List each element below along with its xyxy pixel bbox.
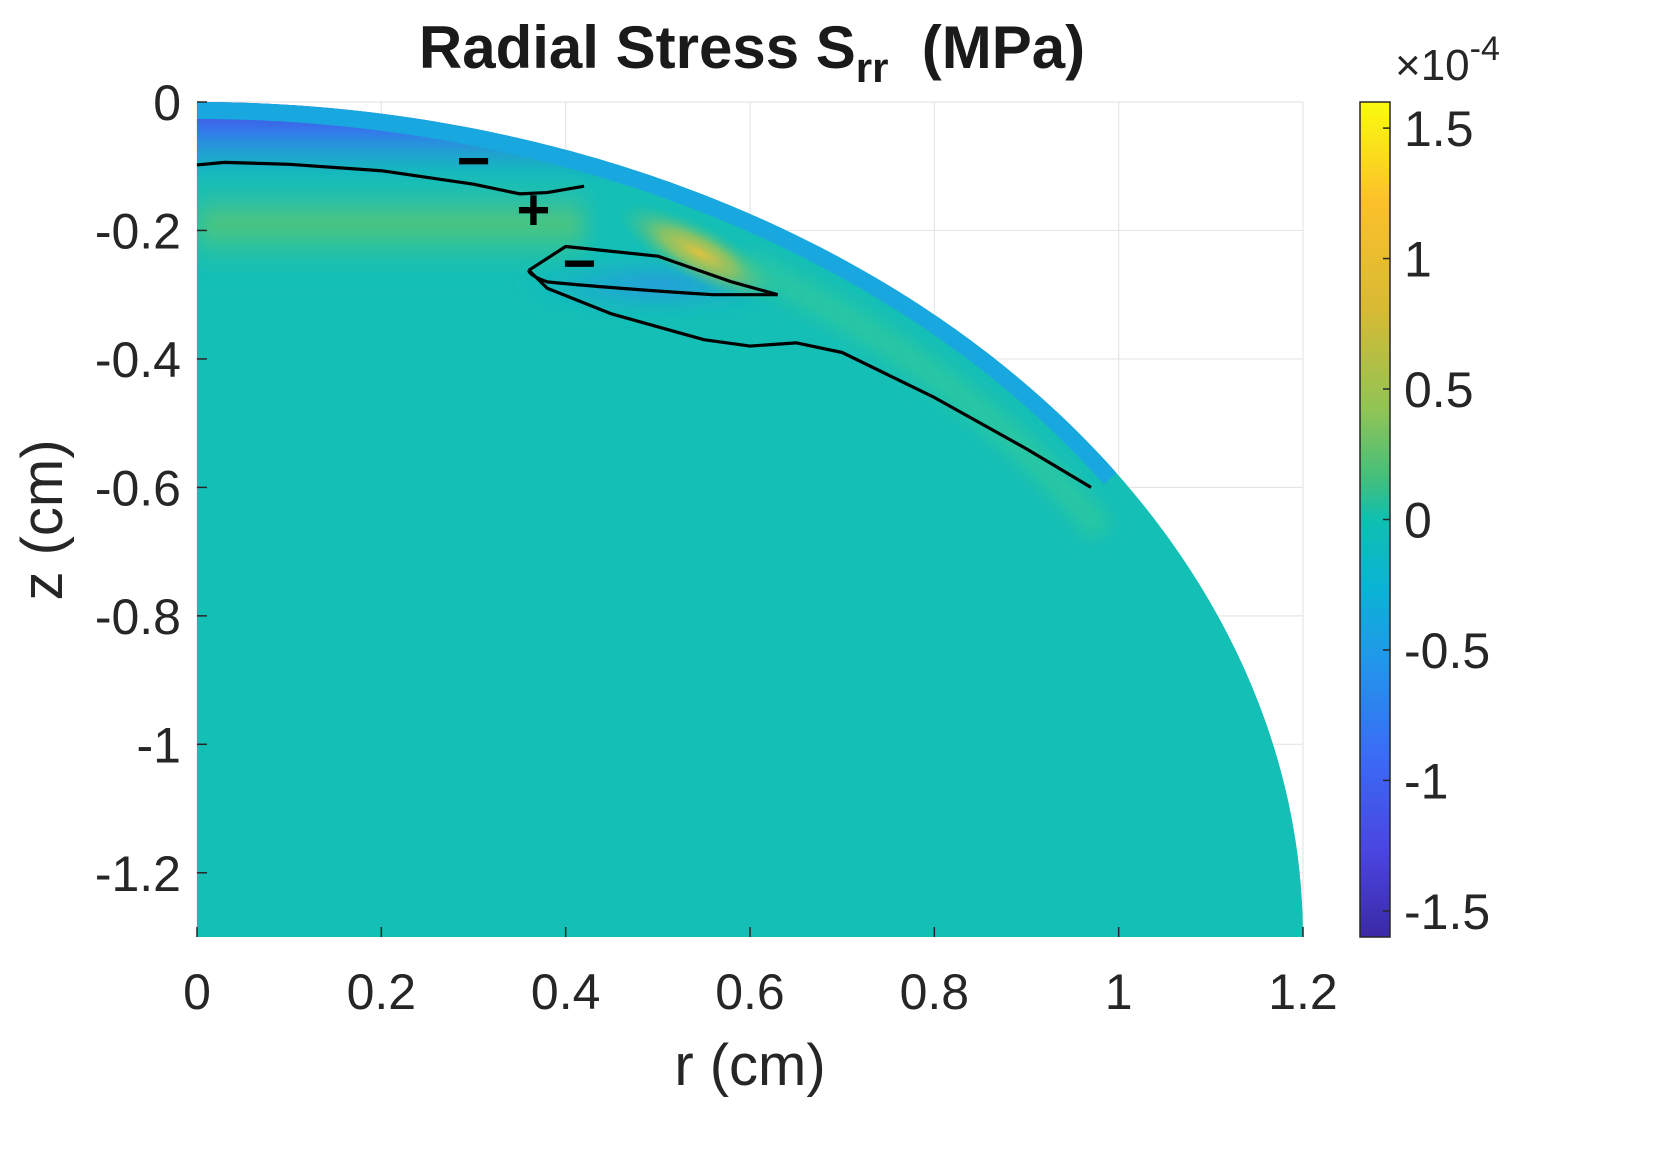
y-tick-label: -1 (137, 717, 181, 773)
x-tick-label: 1.2 (1268, 964, 1338, 1020)
colorbar-multiplier-base: ×10 (1395, 41, 1470, 90)
domain-fill (197, 102, 1303, 937)
colorbar-tick-label: 0 (1404, 493, 1432, 549)
x-tick-label: 0.2 (347, 964, 417, 1020)
y-tick-label: -0.8 (95, 589, 181, 645)
tension-band (197, 172, 585, 276)
y-tick-label: -0.6 (95, 460, 181, 516)
y-tick-label: -1.2 (95, 846, 181, 902)
region-sign: + (516, 178, 550, 243)
colorbar-tick-label: -1 (1404, 753, 1448, 809)
region-signs: −+− (457, 128, 597, 296)
colorbar-tick-label: 0.5 (1404, 362, 1474, 418)
y-tick-label: 0 (153, 75, 181, 131)
zero-contour-line (527, 269, 778, 297)
tension-arc (737, 251, 1112, 541)
x-tick-label: 0.8 (900, 964, 970, 1020)
chart-title-subscript: rr (856, 44, 889, 91)
region-sign: − (563, 231, 597, 296)
x-tick-label: 0.4 (531, 964, 601, 1020)
zero-contour-line (527, 269, 1092, 489)
tension-peak (616, 202, 782, 304)
x-tick-label: 1 (1105, 964, 1133, 1020)
x-tick-label: 0 (183, 964, 211, 1020)
x-axis-ticks: 0 0.2 0.4 0.6 0.8 1 1.2 (183, 927, 1338, 1020)
y-axis-ticks: 0 -0.2 -0.4 -0.6 -0.8 -1 -1.2 (95, 75, 207, 902)
colorbar-tick-label: 1 (1404, 232, 1432, 288)
region-sign: − (457, 128, 491, 193)
colorbar-tick-label: 1.5 (1404, 101, 1474, 157)
colorbar-tick-label: -1.5 (1404, 884, 1490, 940)
x-tick-label: 0.6 (715, 964, 785, 1020)
chart-title-suffix: (MPa) (888, 14, 1085, 81)
x-axis-label: r (cm) (674, 1033, 825, 1098)
colorbar-tick-label: -0.5 (1404, 623, 1490, 679)
zero-contour-line (527, 244, 779, 297)
colorbar-multiplier-exponent: -4 (1470, 30, 1500, 68)
colorbar-multiplier: ×10-4 (1395, 30, 1500, 90)
chart-title: Radial Stress Srr (MPa) (419, 14, 1085, 91)
y-tick-label: -0.2 (95, 203, 181, 259)
chart-title-main: Radial Stress S (419, 14, 856, 81)
y-tick-label: -0.4 (95, 332, 181, 388)
y-axis-label: z (cm) (10, 439, 75, 600)
colorbar-ticks: 1.5 1 0.5 0 -0.5 -1 -1.5 (1383, 101, 1490, 940)
zero-contour-line (196, 160, 585, 196)
zero-contours (196, 160, 1092, 489)
